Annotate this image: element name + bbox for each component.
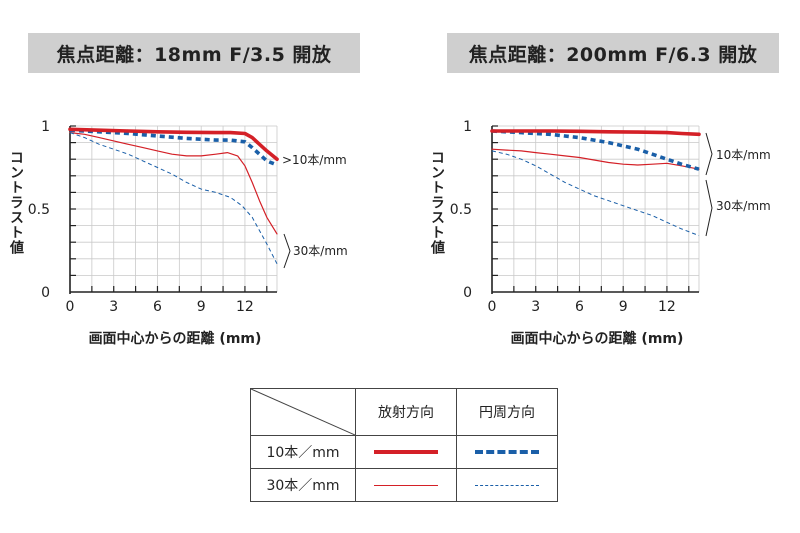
legend-row-label-30: 30本／mm — [250, 468, 356, 502]
x-tick-label-18mm: 0 — [66, 299, 75, 315]
series-solid-thin-18mm — [69, 132, 278, 235]
legend-table: 放射方向 円周方向 10本／mm 30本／mm — [250, 388, 558, 502]
annotation-bracket-200mm — [705, 179, 713, 237]
series-dashed-thick-18mm — [69, 128, 278, 167]
series-solid-thin-200mm — [491, 148, 700, 170]
x-tick-label-200mm: 3 — [531, 299, 540, 315]
x-tick-label-18mm: 9 — [197, 299, 206, 315]
swatch-10-tangential — [475, 450, 539, 454]
legend-header-tangential: 円周方向 — [456, 388, 558, 436]
series-dashed-thick-200mm — [491, 129, 700, 171]
legend-header-radial: 放射方向 — [355, 388, 457, 436]
y-tick-label-18mm: 1 — [41, 119, 50, 135]
swatch-30-radial — [374, 484, 438, 486]
y-tick-label-18mm: 0.5 — [28, 202, 50, 218]
legend-cell-10-tangential — [456, 435, 558, 469]
y-tick-label-200mm: 1 — [463, 119, 472, 135]
x-axis-label-18mm: 画面中心からの距離 (mm) — [89, 330, 262, 347]
annotation-label-18mm: 30本/mm — [293, 244, 348, 258]
x-axis-label-200mm: 画面中心からの距離 (mm) — [511, 330, 684, 347]
x-tick-label-200mm: 0 — [488, 299, 497, 315]
legend-row-label-10: 10本／mm — [250, 435, 356, 469]
y-axis-label-18mm: コントラスト値 — [8, 150, 25, 255]
annotation-bracket-200mm — [705, 132, 713, 176]
x-tick-label-18mm: 6 — [153, 299, 162, 315]
annotation-label-18mm: >10本/mm — [282, 153, 347, 167]
legend-cell-10-radial — [355, 435, 457, 469]
y-tick-label-200mm: 0 — [463, 285, 472, 301]
series-dashed-thin-18mm — [69, 132, 278, 265]
y-tick-label-200mm: 0.5 — [450, 202, 472, 218]
legend-corner-cell — [250, 388, 356, 436]
swatch-10-radial — [374, 450, 438, 454]
legend-diagonal — [251, 389, 355, 435]
series-solid-thick-200mm — [490, 129, 701, 137]
x-tick-label-200mm: 6 — [575, 299, 584, 315]
series-solid-thick-18mm — [68, 127, 279, 161]
y-axis-label-200mm: コントラスト値 — [429, 150, 446, 255]
legend-cell-30-radial — [355, 468, 457, 502]
annotation-bracket-18mm — [283, 233, 291, 269]
x-tick-label-200mm: 9 — [619, 299, 628, 315]
annotation-label-200mm: 10本/mm — [716, 148, 771, 162]
annotation-label-200mm: 30本/mm — [716, 199, 771, 213]
chart-title-200mm: 焦点距離：200mm F/6.3 開放 — [447, 33, 779, 73]
series-dashed-thin-200mm — [491, 150, 700, 237]
x-tick-label-18mm: 3 — [109, 299, 118, 315]
chart-title-18mm: 焦点距離：18mm F/3.5 開放 — [28, 33, 360, 73]
y-tick-label-18mm: 0 — [41, 285, 50, 301]
x-tick-label-200mm: 12 — [658, 299, 676, 315]
swatch-30-tangential — [475, 484, 539, 486]
x-tick-label-18mm: 12 — [236, 299, 254, 315]
legend-cell-30-tangential — [456, 468, 558, 502]
